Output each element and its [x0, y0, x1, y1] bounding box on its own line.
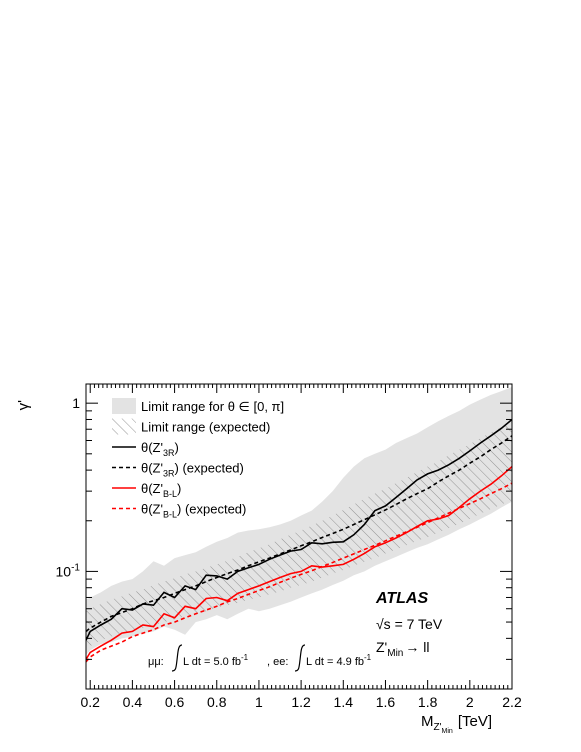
expected-limit-band: [86, 421, 512, 649]
legend-label: θ(Z'3R): [141, 440, 179, 458]
x-tick-label: 0.4: [123, 694, 143, 710]
x-tick-label: 1.8: [418, 694, 438, 710]
luminosity-label: μμ: L dt = 5.0 fb-1 , ee: L dt = 4.9 fb-…: [148, 644, 372, 672]
legend-label: Limit range for θ ∈ [0, π]: [141, 399, 284, 414]
axes: 0.2 0.4 0.6 0.8 1 1.2 1.4 1.6 1.8 2 2.2 1 10-1: [56, 383, 522, 710]
lumi-mumu-label: μμ:: [148, 656, 164, 668]
theta-3r-expected-line: [86, 435, 512, 633]
energy-label: √s = 7 TeV: [376, 616, 443, 632]
plot-frame: [85, 383, 513, 690]
x-tick-label: 0.8: [207, 694, 227, 710]
x-tick-label: 2: [466, 694, 474, 710]
integral-symbol: [294, 644, 306, 672]
plot-area: [86, 386, 512, 663]
x-tick-label: 0.6: [165, 694, 185, 710]
x-tick-label: 1.2: [291, 694, 311, 710]
x-tick-label: 2.2: [502, 694, 522, 710]
y-axis-label: γ': [15, 400, 32, 411]
y-tick-label: 1: [72, 395, 80, 411]
theta-bl-observed-line: [86, 465, 512, 660]
theta-bl-expected-line: [86, 482, 512, 663]
y-tick-label: 10-1: [56, 562, 81, 579]
legend-label: θ(Z'B-L): [141, 481, 181, 499]
process-label: Z'Min → ll: [376, 639, 429, 659]
legend: Limit range for θ ∈ [0, π] Limit range (e…: [112, 398, 284, 520]
legend-hatch-swatch: [112, 418, 136, 435]
legend-band-swatch: [112, 398, 136, 414]
lumi-mumu-value: L dt = 5.0 fb-1: [183, 653, 249, 668]
legend-label: θ(Z'3R) (expected): [141, 461, 244, 479]
x-tick-label: 0.2: [80, 694, 100, 710]
atlas-label: ATLAS: [375, 590, 428, 607]
x-axis-label: MZ'Min[TeV]: [421, 713, 492, 735]
x-tick-label: 1: [255, 694, 263, 710]
lumi-ee-label: , ee:: [267, 656, 288, 668]
x-tick-label: 1.4: [334, 694, 354, 710]
legend-label: Limit range (expected): [141, 420, 270, 435]
integral-symbol: [171, 644, 183, 672]
legend-label: θ(Z'B-L) (expected): [141, 502, 246, 520]
x-tick-label: 1.6: [376, 694, 396, 710]
lumi-ee-value: L dt = 4.9 fb-1: [306, 653, 372, 668]
theta-3r-observed-line: [86, 418, 512, 641]
